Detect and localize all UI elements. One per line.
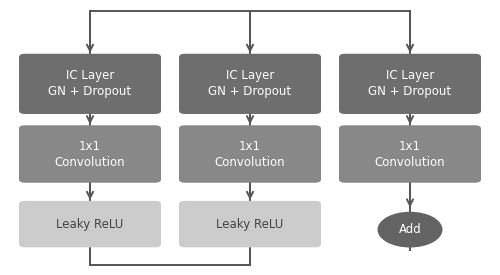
FancyBboxPatch shape bbox=[19, 54, 161, 114]
Text: 1x1
Convolution: 1x1 Convolution bbox=[374, 139, 446, 169]
FancyBboxPatch shape bbox=[19, 125, 161, 183]
Text: 1x1
Convolution: 1x1 Convolution bbox=[214, 139, 286, 169]
Circle shape bbox=[378, 212, 442, 248]
Text: Leaky ReLU: Leaky ReLU bbox=[56, 218, 124, 231]
FancyBboxPatch shape bbox=[179, 201, 321, 248]
Text: Add: Add bbox=[398, 223, 421, 236]
Text: IC Layer
GN + Dropout: IC Layer GN + Dropout bbox=[208, 69, 292, 98]
Text: IC Layer
GN + Dropout: IC Layer GN + Dropout bbox=[48, 69, 132, 98]
Text: 1x1
Convolution: 1x1 Convolution bbox=[54, 139, 126, 169]
FancyBboxPatch shape bbox=[339, 54, 481, 114]
FancyBboxPatch shape bbox=[179, 54, 321, 114]
Text: IC Layer
GN + Dropout: IC Layer GN + Dropout bbox=[368, 69, 452, 98]
FancyBboxPatch shape bbox=[179, 125, 321, 183]
FancyBboxPatch shape bbox=[339, 125, 481, 183]
FancyBboxPatch shape bbox=[19, 201, 161, 248]
Text: Leaky ReLU: Leaky ReLU bbox=[216, 218, 284, 231]
